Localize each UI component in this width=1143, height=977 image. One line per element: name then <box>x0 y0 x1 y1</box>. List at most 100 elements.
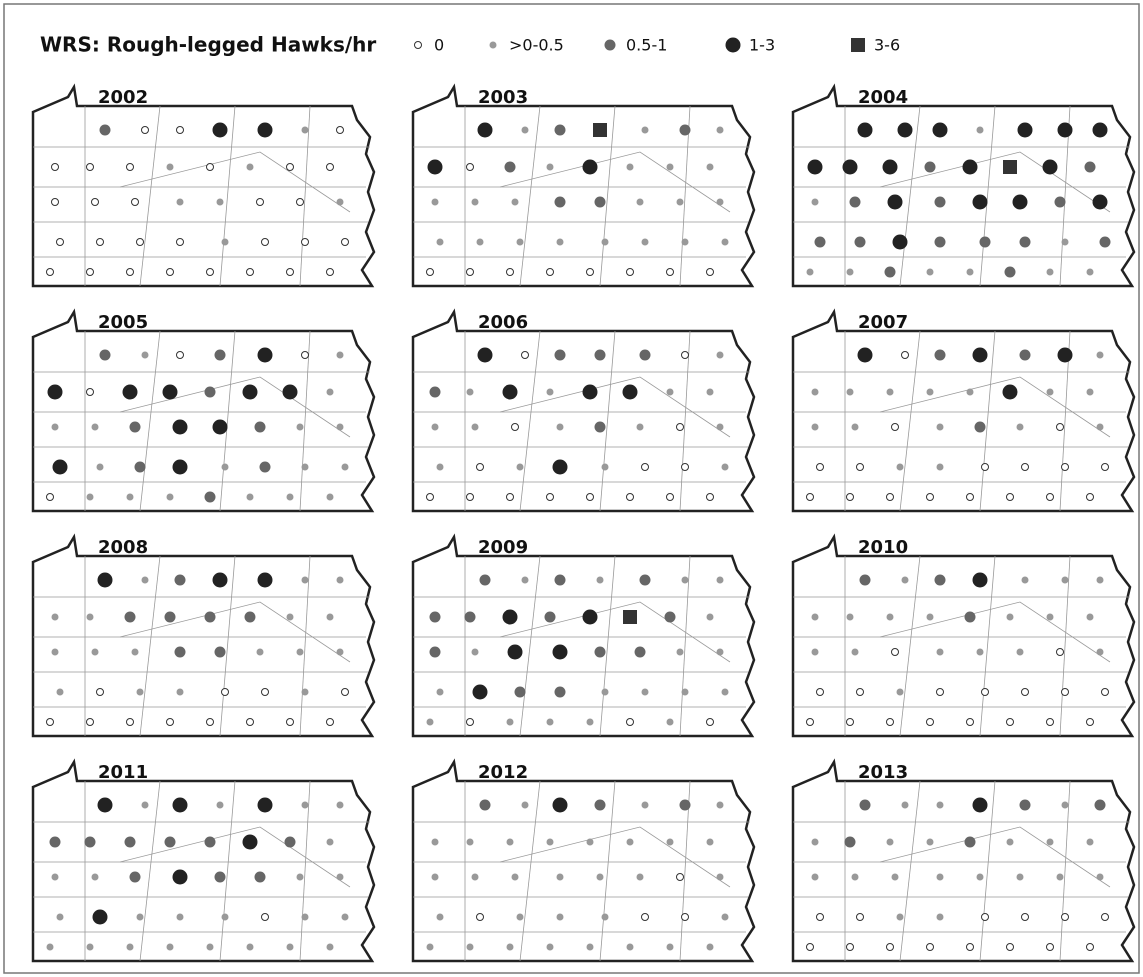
symbol <box>502 609 518 625</box>
symbol <box>176 913 184 921</box>
symbol <box>506 838 514 846</box>
symbol <box>51 198 59 206</box>
county-line <box>139 330 161 512</box>
symbol <box>886 943 894 951</box>
symbol <box>814 236 826 248</box>
symbol <box>286 163 294 171</box>
symbol <box>506 493 514 501</box>
symbol <box>254 421 266 433</box>
symbol <box>641 126 649 134</box>
symbol <box>221 688 229 696</box>
symbol <box>46 943 54 951</box>
symbol <box>216 801 224 809</box>
symbol <box>214 871 226 883</box>
county-line <box>979 780 996 962</box>
symbol <box>51 873 59 881</box>
county-line <box>219 555 236 737</box>
county-line <box>599 555 616 737</box>
symbol <box>1006 718 1014 726</box>
symbol <box>641 463 649 471</box>
symbol <box>502 384 518 400</box>
symbol <box>706 838 714 846</box>
symbol <box>466 493 474 501</box>
symbol <box>257 572 273 588</box>
symbol <box>206 718 214 726</box>
symbol <box>842 159 858 175</box>
symbol <box>246 493 254 501</box>
symbol <box>1012 194 1028 210</box>
symbol <box>521 351 529 359</box>
symbol <box>972 572 988 588</box>
symbol <box>882 159 898 175</box>
symbol <box>666 388 674 396</box>
symbol <box>176 688 184 696</box>
symbol <box>851 873 859 881</box>
symbol <box>84 836 96 848</box>
symbol <box>129 871 141 883</box>
symbol <box>214 646 226 658</box>
symbol <box>1006 943 1014 951</box>
symbol <box>859 574 871 586</box>
symbol <box>436 238 444 246</box>
symbol <box>257 122 273 138</box>
symbol <box>981 463 989 471</box>
symbol <box>414 41 422 49</box>
symbol <box>136 688 144 696</box>
symbol <box>896 913 904 921</box>
symbol <box>1096 648 1104 656</box>
symbol <box>966 388 974 396</box>
symbol <box>326 493 334 501</box>
symbol <box>936 873 944 881</box>
symbol <box>1016 648 1024 656</box>
symbol <box>426 943 434 951</box>
symbol <box>901 576 909 584</box>
county-line <box>299 780 311 962</box>
county-line <box>219 330 236 512</box>
state-outline <box>791 758 1136 963</box>
symbol <box>514 686 526 698</box>
state-outline <box>411 308 756 513</box>
symbol <box>166 493 174 501</box>
symbol <box>426 718 434 726</box>
symbol <box>666 268 674 276</box>
symbol <box>601 238 609 246</box>
symbol <box>626 838 634 846</box>
symbol <box>706 493 714 501</box>
county-line <box>299 555 311 737</box>
symbol <box>336 126 344 134</box>
symbol <box>811 388 819 396</box>
symbol <box>806 718 814 726</box>
symbol <box>979 236 991 248</box>
symbol <box>856 688 864 696</box>
symbol <box>212 122 228 138</box>
symbol <box>1101 463 1109 471</box>
symbol <box>212 419 228 435</box>
symbol <box>477 122 493 138</box>
symbol <box>126 163 134 171</box>
symbol <box>666 163 674 171</box>
symbol <box>601 913 609 921</box>
symbol <box>556 913 564 921</box>
symbol <box>174 646 186 658</box>
symbol <box>966 718 974 726</box>
symbol <box>286 493 294 501</box>
symbol <box>1021 576 1029 584</box>
symbol <box>429 611 441 623</box>
symbol <box>716 801 724 809</box>
symbol <box>891 423 899 431</box>
symbol <box>91 873 99 881</box>
symbol <box>521 576 529 584</box>
symbol <box>626 163 634 171</box>
symbol <box>1096 576 1104 584</box>
symbol <box>806 943 814 951</box>
symbol <box>426 268 434 276</box>
symbol <box>681 351 689 359</box>
symbol <box>204 386 216 398</box>
symbol <box>129 421 141 433</box>
symbol <box>844 836 856 848</box>
year-label: 2011 <box>98 762 148 783</box>
symbol <box>221 238 229 246</box>
symbol <box>846 388 854 396</box>
symbol <box>326 268 334 276</box>
symbol <box>511 198 519 206</box>
